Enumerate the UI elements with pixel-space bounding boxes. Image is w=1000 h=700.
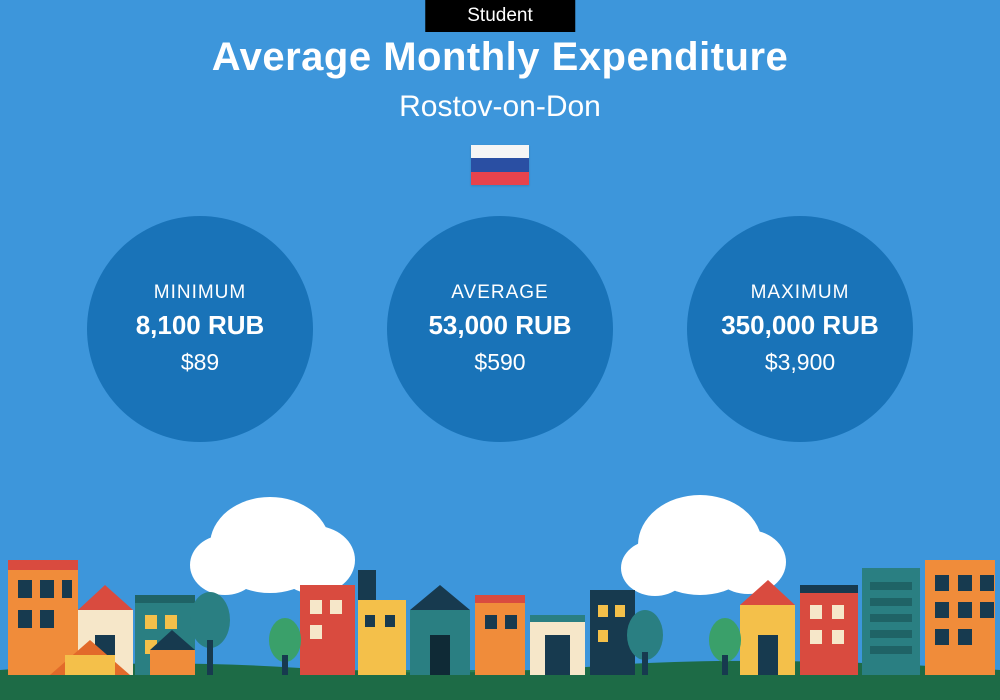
category-badge: Student — [425, 0, 575, 32]
building — [925, 560, 995, 675]
flag-stripe — [471, 145, 529, 158]
flag-stripe — [471, 158, 529, 171]
stat-value: 350,000 RUB — [721, 310, 879, 341]
building — [530, 615, 585, 675]
building — [410, 585, 470, 675]
stats-row: MINIMUM 8,100 RUB $89 AVERAGE 53,000 RUB… — [0, 216, 1000, 442]
building — [300, 585, 355, 675]
stat-average: AVERAGE 53,000 RUB $590 — [387, 216, 613, 442]
cloud-icon — [621, 495, 786, 596]
building — [358, 570, 406, 675]
stat-label: MAXIMUM — [751, 282, 850, 304]
page-subtitle: Rostov-on-Don — [0, 90, 1000, 124]
page-title: Average Monthly Expenditure — [0, 35, 1000, 80]
country-flag-icon — [471, 145, 529, 185]
flag-stripe — [471, 172, 529, 185]
stat-usd: $3,900 — [765, 349, 835, 376]
tree-icon — [190, 592, 230, 675]
building — [740, 580, 795, 675]
stat-minimum: MINIMUM 8,100 RUB $89 — [87, 216, 313, 442]
stat-label: AVERAGE — [451, 282, 548, 304]
city-illustration — [0, 490, 1000, 700]
stat-usd: $590 — [474, 349, 525, 376]
building — [800, 585, 858, 675]
stat-value: 8,100 RUB — [136, 310, 265, 341]
stat-label: MINIMUM — [154, 282, 246, 304]
building — [862, 568, 920, 675]
building — [475, 595, 525, 675]
cloud-icon — [190, 497, 355, 595]
stat-usd: $89 — [181, 349, 219, 376]
stat-value: 53,000 RUB — [428, 310, 571, 341]
infographic-page: Student Average Monthly Expenditure Rost… — [0, 0, 1000, 700]
stat-maximum: MAXIMUM 350,000 RUB $3,900 — [687, 216, 913, 442]
